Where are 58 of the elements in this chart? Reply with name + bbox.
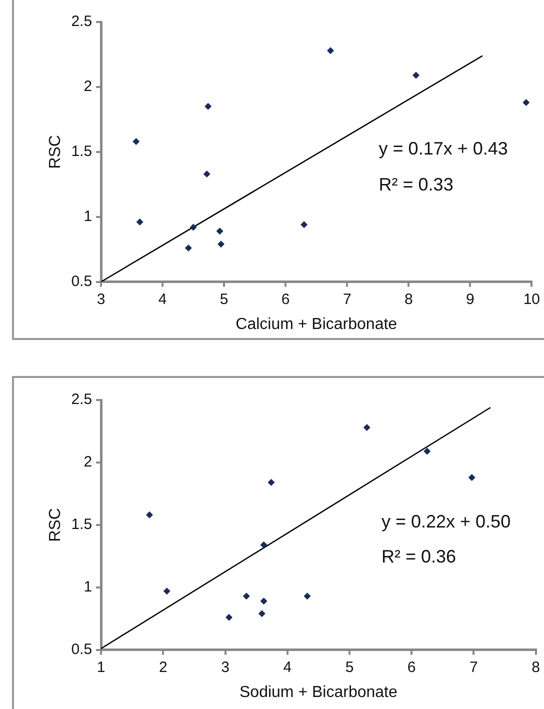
point (522, 99, 530, 106)
annotation: R² = 0.36 (381, 546, 456, 566)
y-tick-label: 1 (84, 208, 92, 225)
point (184, 244, 192, 252)
point (132, 138, 140, 146)
y-tick-label: 1.5 (71, 143, 92, 160)
point (260, 598, 268, 605)
point (424, 448, 431, 455)
annotation: R² = 0.33 (378, 174, 454, 195)
x-tick-label: 8 (532, 658, 540, 676)
x-tick-label: 9 (466, 290, 474, 308)
x-tick-label: 10 (523, 290, 540, 308)
y-axis-title: RSC (47, 135, 64, 169)
point (268, 478, 275, 486)
y-tick-label: 2.5 (71, 13, 92, 30)
annotation: y = 0.17x + 0.43 (378, 138, 508, 158)
point (204, 102, 212, 110)
x-tick-label: 8 (404, 290, 413, 308)
x-tick-label: 3 (221, 658, 230, 676)
x-tick-label: 2 (158, 658, 168, 676)
point (216, 228, 224, 235)
point (218, 240, 225, 248)
x-tick-label: 3 (96, 290, 106, 308)
x-axis-title: Calcium + Bicarbonate (236, 316, 398, 333)
point (468, 474, 476, 481)
x-tick-label: 6 (281, 290, 290, 308)
point (260, 541, 268, 548)
y-tick-label: 2 (84, 78, 92, 96)
point (300, 221, 308, 228)
point (163, 588, 170, 595)
x-tick-label: 6 (407, 658, 416, 676)
x-axis-title: Sodium + Bicarbonate (240, 684, 398, 701)
y-tick-label: 1 (84, 578, 92, 596)
point (136, 218, 144, 226)
point (327, 47, 334, 54)
x-tick-label: 7 (342, 290, 352, 308)
x-tick-label: 4 (283, 658, 292, 676)
y-tick-label: 0.5 (71, 640, 92, 658)
x-tick-label: 5 (345, 658, 354, 676)
point (242, 592, 250, 600)
y-axis-title: RSC (47, 508, 64, 542)
point (304, 592, 311, 600)
point (412, 72, 420, 79)
point (226, 614, 232, 621)
x-tick-label: 1 (96, 658, 106, 676)
point (203, 170, 210, 178)
y-tick-label: 0.5 (71, 272, 92, 290)
x-tick-label: 5 (220, 290, 228, 308)
y-tick-label: 2.5 (71, 391, 92, 408)
x-tick-label: 7 (470, 658, 478, 676)
point (146, 511, 153, 518)
y-tick-label: 2 (84, 454, 92, 471)
point (190, 224, 197, 231)
point (363, 424, 370, 431)
y-tick-label: 1.5 (71, 516, 92, 534)
point (258, 610, 266, 618)
x-tick-label: 4 (158, 290, 167, 308)
annotation: y = 0.22x + 0.50 (381, 511, 511, 532)
